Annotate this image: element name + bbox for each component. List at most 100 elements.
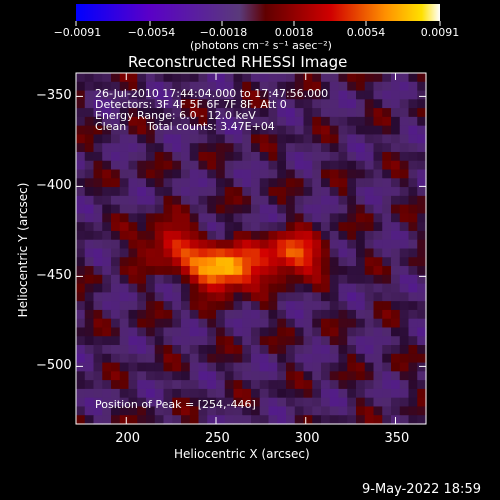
heatmap-cell bbox=[373, 169, 383, 179]
heatmap-cell bbox=[233, 318, 243, 329]
heatmap-cell bbox=[338, 178, 348, 188]
heatmap-cell bbox=[224, 213, 235, 223]
heatmap-cell bbox=[163, 239, 173, 250]
heatmap-cell bbox=[84, 125, 95, 136]
heatmap-cell bbox=[408, 283, 418, 293]
heatmap-cell bbox=[251, 415, 261, 425]
heatmap-cell bbox=[417, 345, 427, 355]
heatmap-cell bbox=[294, 169, 305, 179]
heatmap-cell bbox=[163, 380, 173, 390]
heatmap-cell bbox=[242, 380, 252, 390]
heatmap-cell bbox=[277, 213, 287, 223]
heatmap-cell bbox=[259, 336, 270, 346]
heatmap-cell bbox=[102, 415, 112, 425]
heatmap-cell bbox=[146, 151, 156, 162]
heatmap-cell bbox=[303, 230, 313, 241]
heatmap-cell bbox=[163, 187, 173, 197]
heatmap-cell bbox=[146, 99, 156, 109]
heatmap-cell bbox=[312, 362, 322, 372]
heatmap-cell bbox=[128, 406, 138, 416]
heatmap-cell bbox=[408, 345, 418, 355]
heatmap-cell bbox=[321, 125, 331, 136]
heatmap-cell bbox=[198, 230, 208, 241]
heatmap-cell bbox=[154, 239, 165, 250]
heatmap-cell bbox=[259, 353, 270, 364]
heatmap-cell bbox=[329, 415, 340, 425]
heatmap-cell bbox=[391, 380, 401, 390]
heatmap-cell bbox=[408, 169, 418, 179]
heatmap-cell bbox=[242, 160, 252, 171]
heatmap-cell bbox=[233, 301, 243, 311]
heatmap-cell bbox=[76, 345, 86, 355]
heatmap-cell bbox=[128, 81, 138, 92]
heatmap-cell bbox=[364, 81, 375, 92]
heatmap-cell bbox=[233, 90, 243, 100]
heatmap-cell bbox=[93, 222, 103, 232]
heatmap-cell bbox=[137, 230, 147, 241]
heatmap-cell bbox=[76, 108, 86, 118]
heatmap-cell bbox=[102, 266, 112, 276]
heatmap-cell bbox=[198, 248, 208, 258]
y-tick-label: −450 bbox=[36, 268, 72, 284]
heatmap-cell bbox=[251, 292, 261, 302]
heatmap-cell bbox=[286, 301, 296, 311]
heatmap-cell bbox=[321, 143, 331, 153]
heatmap-cell bbox=[329, 99, 340, 109]
heatmap-cell bbox=[312, 125, 322, 136]
chart-title: Reconstructed RHESSI Image bbox=[128, 53, 348, 71]
heatmap-cell bbox=[294, 336, 305, 346]
heatmap-cell bbox=[373, 160, 383, 171]
heatmap-cell bbox=[224, 160, 235, 171]
heatmap-cell bbox=[417, 134, 427, 144]
heatmap-cell bbox=[268, 248, 278, 258]
heatmap-cell bbox=[303, 195, 313, 206]
heatmap-cell bbox=[189, 415, 200, 425]
heatmap-cell bbox=[286, 187, 296, 197]
heatmap-cell bbox=[146, 301, 156, 311]
heatmap-cell bbox=[417, 388, 427, 399]
heatmap-cell bbox=[356, 309, 366, 320]
heatmap-cell bbox=[181, 99, 191, 109]
heatmap-cell bbox=[181, 134, 191, 144]
heatmap-cell bbox=[399, 160, 410, 171]
heatmap-cell bbox=[111, 248, 121, 258]
heatmap-cell bbox=[84, 266, 95, 276]
heatmap-cell bbox=[76, 327, 86, 337]
heatmap-cell bbox=[207, 99, 217, 109]
heatmap-cell bbox=[364, 371, 375, 381]
heatmap-cell bbox=[286, 309, 296, 320]
heatmap-cell bbox=[364, 257, 375, 267]
heatmap-cell bbox=[154, 380, 165, 390]
heatmap-cell bbox=[233, 336, 243, 346]
heatmap-cell bbox=[312, 73, 322, 83]
heatmap-cell bbox=[417, 362, 427, 372]
heatmap-cell bbox=[163, 388, 173, 399]
heatmap-cell bbox=[338, 204, 348, 214]
heatmap-cell bbox=[154, 204, 165, 214]
heatmap-cell bbox=[137, 195, 147, 206]
heatmap-cell bbox=[224, 406, 235, 416]
heatmap-cell bbox=[189, 204, 200, 214]
heatmap-cell bbox=[163, 353, 173, 364]
heatmap-cell bbox=[111, 81, 121, 92]
heatmap-cell bbox=[294, 160, 305, 171]
heatmap-cell bbox=[224, 301, 235, 311]
heatmap-cell bbox=[382, 187, 392, 197]
heatmap-cell bbox=[111, 266, 121, 276]
heatmap-cell bbox=[408, 380, 418, 390]
heatmap-cell bbox=[312, 266, 322, 276]
heatmap-cell bbox=[373, 301, 383, 311]
heatmap-cell bbox=[224, 353, 235, 364]
heatmap-cell bbox=[189, 318, 200, 329]
heatmap-cell bbox=[242, 301, 252, 311]
heatmap-cell bbox=[294, 134, 305, 144]
heatmap-cell bbox=[224, 204, 235, 214]
heatmap-cell bbox=[417, 143, 427, 153]
heatmap-cell bbox=[364, 292, 375, 302]
heatmap-cell bbox=[303, 353, 313, 364]
heatmap-cell bbox=[102, 160, 112, 171]
heatmap-cell bbox=[329, 318, 340, 329]
heatmap-cell bbox=[102, 213, 112, 223]
heatmap-cell bbox=[93, 327, 103, 337]
heatmap-cell bbox=[242, 204, 252, 214]
